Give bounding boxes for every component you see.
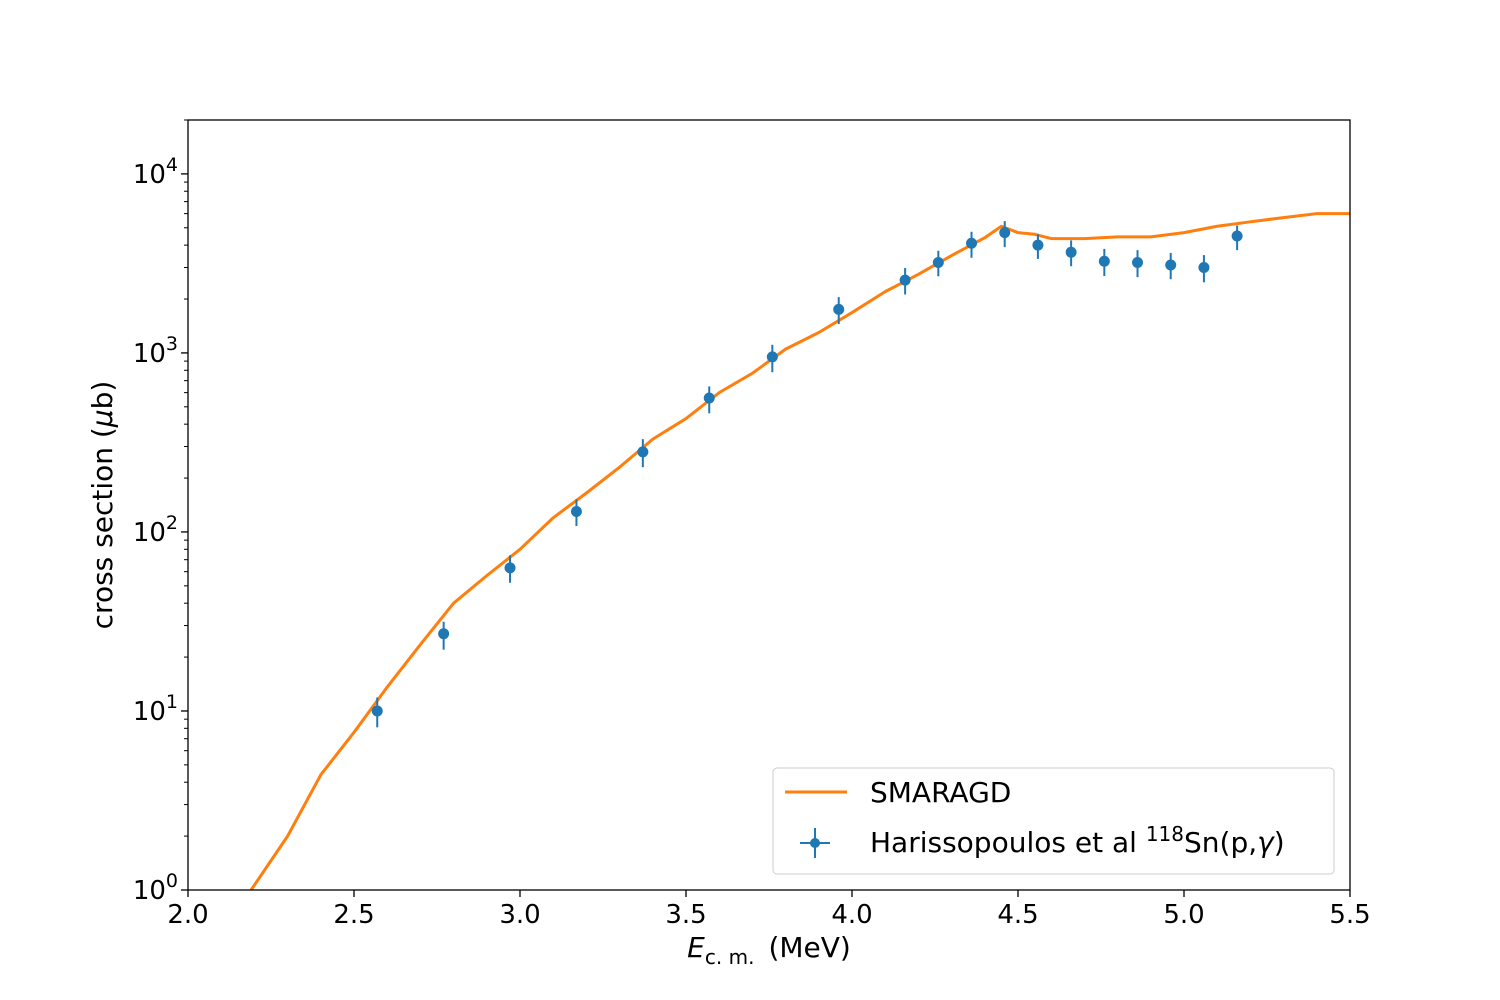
data-point-9 [932, 256, 944, 268]
x-tick-label-5: 4.5 [997, 900, 1038, 930]
legend-label-superscript: 118 [1146, 822, 1184, 846]
y-tick-label-2: 102 [133, 512, 178, 548]
y-tick-label-4: 104 [133, 154, 178, 190]
data-point-14 [1098, 255, 1110, 267]
data-point-0 [371, 705, 383, 717]
legend-box [772, 767, 1335, 875]
y-axis-ticks: 100 101 102 103 104 [133, 119, 188, 906]
x-tick-label-6: 5.0 [1163, 900, 1204, 930]
x-tick-label-7: 5.5 [1329, 900, 1370, 930]
y-tick-label-1: 101 [133, 691, 178, 727]
data-point-2 [504, 562, 516, 574]
y-axis-label-mu: μ [86, 409, 119, 428]
data-point-12 [1032, 239, 1044, 251]
data-point-10 [966, 237, 978, 249]
legend: SMARAGD Harissopoulos et al 118Sn(p,γ) [772, 767, 1335, 875]
y-tick-label-0: 100 [133, 870, 178, 906]
x-tick-label-4: 4.0 [831, 900, 872, 930]
data-point-7 [833, 303, 845, 315]
legend-label-harissopoulos: Harissopoulos et al 118Sn(p,γ) [870, 822, 1285, 859]
legend-label-suffix: ) [1274, 826, 1285, 859]
legend-label-mid: Sn(p, [1184, 826, 1257, 859]
data-point-13 [1065, 246, 1077, 258]
data-point-11 [999, 227, 1011, 239]
legend-marker-swatch [810, 838, 820, 848]
smaragd-line [249, 212, 1350, 890]
data-point-15 [1132, 256, 1144, 268]
x-axis-label-main: E [687, 931, 705, 964]
x-axis-label-subscript: c. m. [705, 945, 755, 969]
x-tick-label-2: 3.0 [499, 900, 540, 930]
x-axis-ticks: 2.0 2.5 3.0 3.5 4.0 4.5 5.0 5.5 [167, 890, 1371, 930]
y-axis-label: cross section (μb) [86, 381, 119, 630]
plot-marks [249, 212, 1350, 890]
y-axis-label-suffix: b) [86, 381, 119, 410]
data-point-18 [1231, 230, 1243, 242]
data-point-6 [766, 351, 778, 363]
x-tick-label-0: 2.0 [167, 900, 208, 930]
legend-label-prefix: Harissopoulos et al [870, 826, 1146, 859]
x-tick-label-3: 3.5 [665, 900, 706, 930]
data-point-17 [1198, 262, 1210, 274]
data-point-8 [899, 274, 911, 286]
x-axis-label-unit: (MeV) [768, 931, 850, 964]
y-tick-label-3: 103 [133, 333, 178, 369]
data-point-5 [703, 392, 715, 404]
data-point-16 [1165, 259, 1177, 271]
data-point-4 [637, 446, 649, 458]
legend-label-smaragd: SMARAGD [870, 776, 1011, 809]
data-point-1 [438, 628, 450, 640]
x-tick-label-1: 2.5 [333, 900, 374, 930]
data-point-3 [570, 506, 582, 518]
x-axis-label: Ec. m. (MeV) [687, 931, 851, 969]
legend-label-gamma: γ [1257, 826, 1275, 859]
y-axis-label-prefix: cross section ( [86, 427, 119, 629]
plot-frame [187, 119, 1351, 891]
